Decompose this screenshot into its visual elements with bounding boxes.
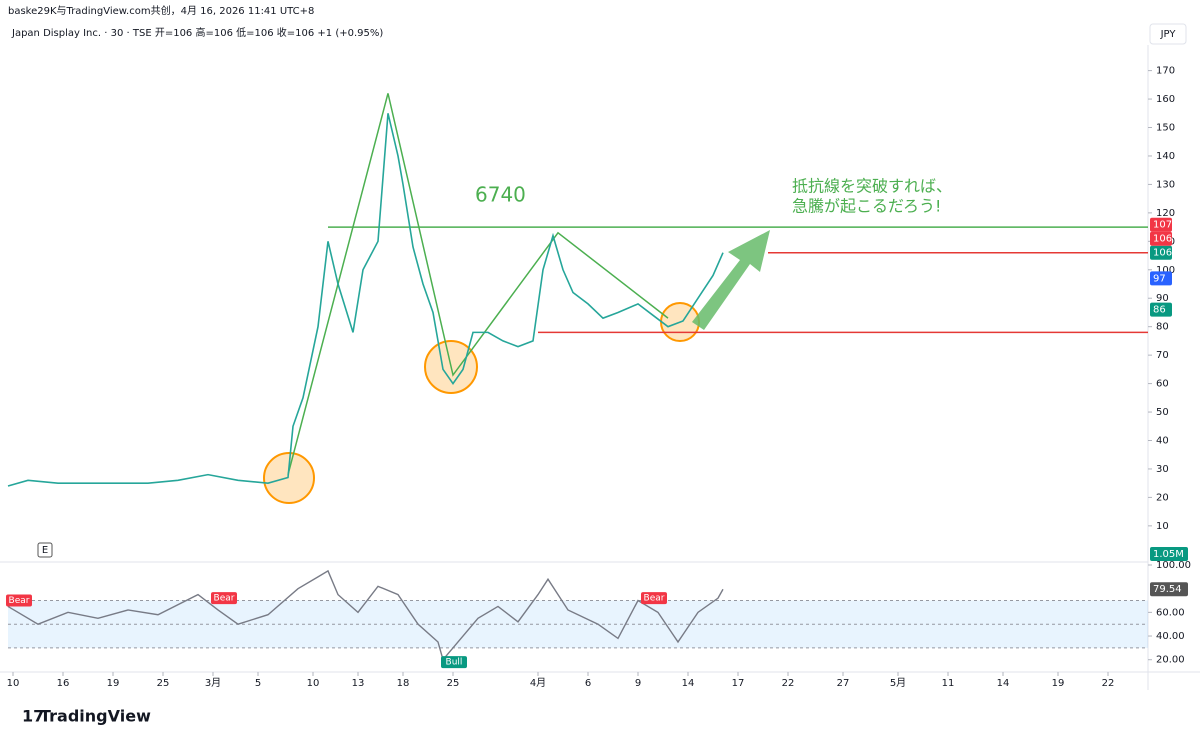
y-tick-label: 20.00 [1156,655,1185,666]
y-tick-label: 20 [1156,492,1169,503]
y-tick-label: 90 [1156,293,1169,304]
price-label-box [1150,231,1172,246]
x-tick-label: 19 [107,678,120,689]
y-tick-label: 30 [1156,464,1169,475]
y-tick-label: 160 [1156,94,1175,105]
trend-line [287,93,669,475]
x-tick-label: 5 [255,678,261,689]
volume-label-box [1150,547,1188,561]
x-tick-label: 13 [352,678,365,689]
x-tick-label: 9 [635,678,641,689]
x-tick-label: 14 [682,678,695,689]
x-tick-label: 25 [157,678,170,689]
signal-label: Bull [446,658,463,668]
y-tick-label: 100 [1156,265,1175,276]
series-line [7,113,724,487]
breakout-arrow [692,230,770,330]
x-tick-label: 16 [57,678,70,689]
price-label-box [1150,271,1172,286]
symbol-legend: Japan Display Inc. · 30 · TSE 开=106 高=10… [11,26,383,39]
events-icon [37,542,53,558]
y-tick-label: 50 [1156,407,1169,418]
value-label: 79.54 [1153,584,1182,595]
x-tick-label: 10 [307,678,320,689]
series-line [7,569,724,662]
signal-label: Bear [214,594,235,604]
y-tick-label: 150 [1156,123,1175,134]
signal-tag [641,592,667,605]
x-tick-label: 5月 [890,677,906,689]
annotation: 6740 [475,183,526,207]
signal-label: Bear [9,596,30,606]
y-tick-label: 170 [1156,66,1175,77]
y-tick-label: 120 [1156,208,1175,219]
x-tick-label: 19 [1052,678,1065,689]
price-label-box [1150,302,1172,317]
y-tick-label: 80 [1156,322,1169,333]
currency: JPY [1160,29,1177,40]
x-tick-label: 10 [7,678,20,689]
signal-tag [211,592,237,605]
x-tick-label: 25 [447,678,460,689]
price-label: 106 [1153,234,1172,245]
signal-tag [6,594,32,607]
annotation: 急騰が起こるだろう! [792,197,941,216]
price-label-box [1150,245,1172,260]
price-label-box [1150,217,1172,232]
y-tick-label: 60.00 [1156,607,1185,618]
y-tick-label: 10 [1156,521,1169,532]
y-tick-label: 100.00 [1156,560,1191,571]
y-tick-label: 140 [1156,151,1175,162]
x-tick-label: 22 [782,678,795,689]
highlight-circle [263,452,315,504]
x-tick-label: 27 [837,678,850,689]
x-tick-label: 17 [732,678,745,689]
price-label: 106 [1153,248,1172,259]
events-marker: E [42,545,48,556]
attribution: baske29K与TradingView.com共创，4月 16, 2026 1… [8,4,314,17]
volume-label: 1.05M [1153,549,1184,560]
x-tick-label: 11 [942,678,955,689]
y-tick-label: 40.00 [1156,631,1185,642]
price-label: 86 [1153,305,1166,316]
x-tick-label: 18 [397,678,410,689]
x-tick-label: 22 [1102,678,1115,689]
x-tick-label: 14 [997,678,1010,689]
x-tick-label: 3月 [205,677,221,689]
price-label: 107 [1153,220,1172,231]
price-label: 97 [1153,273,1166,284]
currency-box [1149,23,1187,45]
x-tick-label: 4月 [530,677,546,689]
y-tick-label: 40 [1156,435,1169,446]
footer-brand: TradingView [40,707,151,726]
y-tick-label: 130 [1156,179,1175,190]
y-tick-label: 70 [1156,350,1169,361]
y-tick-label: 60 [1156,379,1169,390]
annotation: 抵抗線を突破すれば、 [792,177,952,196]
signal-label: Bear [644,594,665,604]
x-tick-label: 6 [585,678,591,689]
footer-logo: 𝟭𝟳 [22,707,44,726]
signal-tag [441,656,467,669]
value-label-box [1150,582,1188,597]
